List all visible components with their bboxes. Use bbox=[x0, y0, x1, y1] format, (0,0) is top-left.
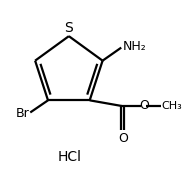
Text: CH₃: CH₃ bbox=[162, 101, 182, 111]
Text: HCl: HCl bbox=[58, 150, 81, 164]
Text: NH₂: NH₂ bbox=[123, 40, 147, 53]
Text: S: S bbox=[65, 21, 73, 35]
Text: Br: Br bbox=[16, 107, 29, 120]
Text: O: O bbox=[118, 132, 128, 145]
Text: O: O bbox=[139, 99, 149, 112]
